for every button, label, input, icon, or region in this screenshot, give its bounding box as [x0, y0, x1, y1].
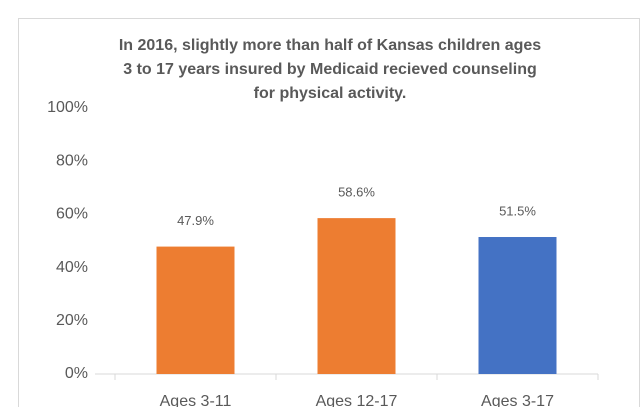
- value-label: 51.5%: [499, 203, 536, 218]
- x-tick-label: Ages 3-11: [160, 393, 232, 407]
- y-tick-label: 80%: [56, 152, 88, 169]
- y-tick-label: 60%: [56, 206, 88, 223]
- y-tick-label: 100%: [47, 99, 88, 116]
- x-tick-label: Ages 3-17: [481, 393, 554, 407]
- chart-title: In 2016, slightly more than half of Kans…: [119, 37, 541, 54]
- chart-title: for physical activity.: [254, 85, 407, 102]
- chart-title: 3 to 17 years insured by Medicaid reciev…: [123, 61, 537, 78]
- y-tick-label: 20%: [56, 312, 88, 329]
- y-tick-label: 40%: [56, 259, 88, 276]
- bar: [478, 237, 557, 374]
- bar: [317, 218, 396, 374]
- y-tick-label: 0%: [65, 365, 88, 382]
- value-label: 47.9%: [177, 213, 214, 228]
- x-tick-label: Ages 12-17: [316, 393, 398, 407]
- value-label: 58.6%: [338, 185, 375, 200]
- bar: [156, 246, 235, 374]
